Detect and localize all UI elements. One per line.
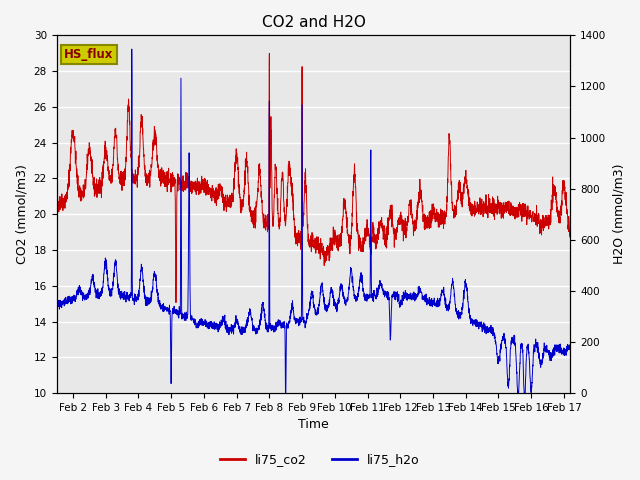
li75_co2	[502, 199, 509, 205]
li75_h2o	[52, 305, 60, 311]
Y-axis label: H2O (mmol/m3): H2O (mmol/m3)	[612, 164, 625, 264]
li75_h2o	[111, 263, 119, 269]
Title: CO2 and H2O: CO2 and H2O	[262, 15, 365, 30]
li75_co2	[266, 50, 273, 56]
Line: li75_co2: li75_co2	[56, 53, 570, 302]
li75_h2o	[566, 347, 574, 352]
Line: li75_h2o: li75_h2o	[56, 49, 570, 393]
X-axis label: Time: Time	[298, 419, 329, 432]
li75_co2	[142, 180, 150, 185]
li75_h2o	[142, 302, 150, 308]
li75_co2	[172, 300, 180, 305]
li75_h2o	[282, 390, 289, 396]
li75_co2	[557, 205, 564, 211]
li75_co2	[566, 230, 574, 236]
li75_co2	[250, 225, 258, 230]
li75_co2	[52, 199, 60, 205]
Legend: li75_co2, li75_h2o: li75_co2, li75_h2o	[215, 448, 425, 471]
li75_h2o	[250, 323, 258, 329]
li75_h2o	[272, 327, 280, 333]
li75_co2	[273, 164, 280, 170]
li75_h2o	[502, 338, 509, 344]
Text: HS_flux: HS_flux	[64, 48, 114, 61]
Y-axis label: CO2 (mmol/m3): CO2 (mmol/m3)	[15, 164, 28, 264]
li75_co2	[111, 126, 119, 132]
li75_h2o	[128, 46, 136, 52]
li75_h2o	[557, 347, 564, 352]
